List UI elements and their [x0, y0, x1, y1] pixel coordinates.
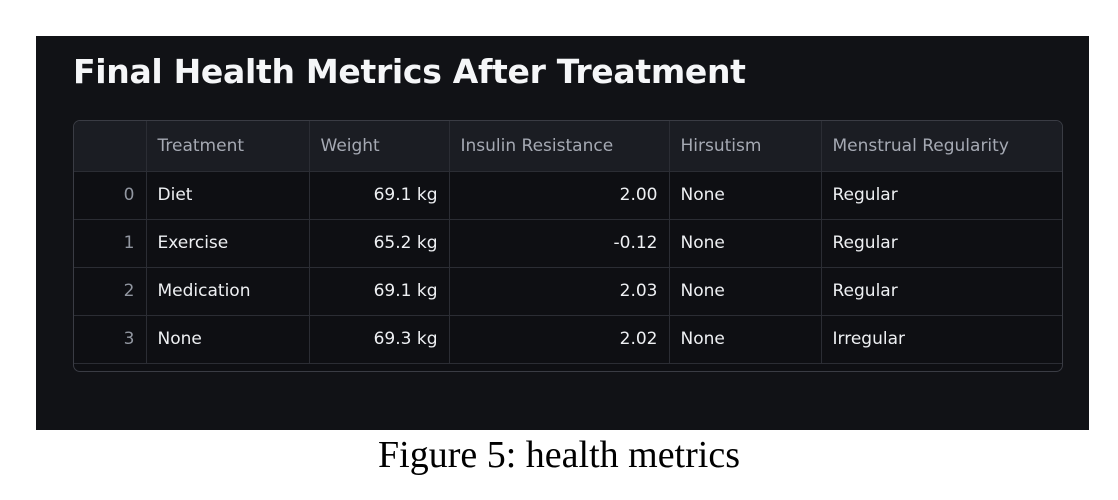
figure-caption: Figure 5: health metrics: [378, 434, 740, 476]
insulin-resistance-cell[interactable]: -0.12: [449, 219, 670, 268]
health-metrics-table: Treatment Weight Insulin Resistance Hirs…: [74, 121, 1062, 364]
table-row: 1 Exercise 65.2 kg -0.12 None Regular: [74, 219, 1062, 268]
column-header-insulin-resistance[interactable]: Insulin Resistance: [449, 121, 670, 172]
page-title: Final Health Metrics After Treatment: [73, 52, 746, 91]
insulin-resistance-cell[interactable]: 2.00: [449, 171, 670, 220]
column-header-treatment[interactable]: Treatment: [146, 121, 310, 172]
column-header-hirsutism[interactable]: Hirsutism: [669, 121, 822, 172]
column-header-index[interactable]: [74, 121, 147, 172]
table-row: 0 Diet 69.1 kg 2.00 None Regular: [74, 171, 1062, 220]
weight-cell[interactable]: 69.3 kg: [309, 315, 450, 364]
menstrual-regularity-cell[interactable]: Regular: [821, 267, 1062, 316]
column-header-weight[interactable]: Weight: [309, 121, 450, 172]
health-metrics-table-container[interactable]: Treatment Weight Insulin Resistance Hirs…: [73, 120, 1063, 372]
treatment-cell[interactable]: Medication: [146, 267, 310, 316]
table-row: 2 Medication 69.1 kg 2.03 None Regular: [74, 267, 1062, 316]
table-row: 3 None 69.3 kg 2.02 None Irregular: [74, 315, 1062, 364]
weight-cell[interactable]: 69.1 kg: [309, 267, 450, 316]
column-header-menstrual-regularity[interactable]: Menstrual Regularity: [821, 121, 1062, 172]
menstrual-regularity-cell[interactable]: Regular: [821, 219, 1062, 268]
menstrual-regularity-cell[interactable]: Regular: [821, 171, 1062, 220]
hirsutism-cell[interactable]: None: [669, 267, 822, 316]
weight-cell[interactable]: 65.2 kg: [309, 219, 450, 268]
row-index-cell: 2: [74, 267, 147, 316]
treatment-cell[interactable]: None: [146, 315, 310, 364]
row-index-cell: 1: [74, 219, 147, 268]
menstrual-regularity-cell[interactable]: Irregular: [821, 315, 1062, 364]
row-index-cell: 0: [74, 171, 147, 220]
treatment-cell[interactable]: Diet: [146, 171, 310, 220]
insulin-resistance-cell[interactable]: 2.03: [449, 267, 670, 316]
hirsutism-cell[interactable]: None: [669, 219, 822, 268]
dark-app-panel: Final Health Metrics After Treatment Tre…: [36, 36, 1089, 430]
table-header-row: Treatment Weight Insulin Resistance Hirs…: [74, 121, 1062, 172]
treatment-cell[interactable]: Exercise: [146, 219, 310, 268]
row-index-cell: 3: [74, 315, 147, 364]
insulin-resistance-cell[interactable]: 2.02: [449, 315, 670, 364]
weight-cell[interactable]: 69.1 kg: [309, 171, 450, 220]
hirsutism-cell[interactable]: None: [669, 315, 822, 364]
hirsutism-cell[interactable]: None: [669, 171, 822, 220]
